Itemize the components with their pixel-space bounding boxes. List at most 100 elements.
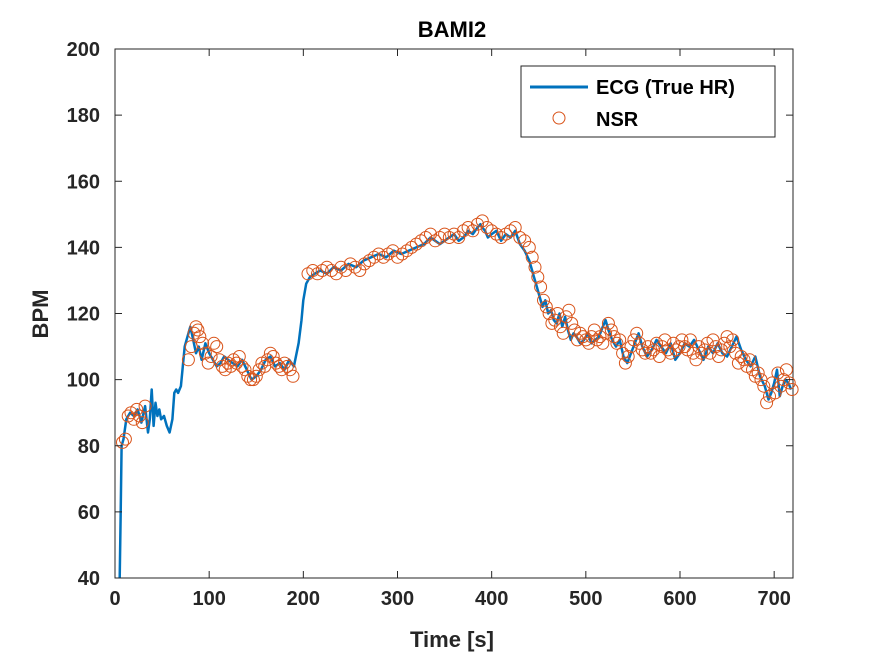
nsr-point: [675, 333, 689, 347]
y-tick-label: 180: [67, 105, 100, 127]
nsr-point: [442, 231, 456, 244]
nsr-point: [539, 300, 553, 314]
y-tick-label: 100: [67, 370, 100, 392]
nsr-point: [367, 250, 381, 264]
nsr-point: [419, 231, 433, 244]
y-tick-label: 140: [67, 237, 100, 259]
nsr-point: [191, 323, 205, 337]
nsr-point: [286, 369, 300, 383]
legend-label-ecg: ECG (True HR): [596, 77, 735, 99]
x-tick-label: 300: [381, 588, 414, 610]
nsr-point: [405, 240, 419, 254]
nsr-point: [658, 333, 672, 347]
series-line-ecg: [118, 222, 793, 579]
nsr-point: [283, 363, 297, 377]
nsr-point: [118, 432, 132, 446]
nsr-point: [726, 333, 740, 347]
nsr-point: [193, 330, 207, 344]
nsr-point: [414, 234, 428, 248]
nsr-point: [633, 336, 646, 350]
nsr-point: [133, 409, 146, 423]
nsr-point: [306, 264, 320, 277]
y-tick-label: 60: [78, 502, 100, 524]
nsr-point: [196, 336, 210, 350]
nsr-point: [513, 231, 527, 244]
y-tick-label: 200: [67, 39, 100, 61]
nsr-point: [456, 224, 470, 238]
nsr-point: [471, 217, 484, 231]
nsr-point: [358, 257, 371, 271]
nsr-point: [395, 247, 409, 261]
nsr-point: [266, 350, 280, 363]
nsr-point: [249, 369, 263, 383]
nsr-point: [494, 231, 508, 244]
nsr-point: [734, 350, 748, 363]
nsr-point: [669, 343, 683, 357]
nsr-point: [475, 214, 489, 228]
nsr-point: [757, 379, 771, 393]
nsr-point: [372, 247, 386, 261]
nsr-point: [672, 340, 686, 354]
nsr-point: [782, 376, 796, 390]
nsr-point: [433, 231, 447, 244]
nsr-point: [181, 353, 195, 367]
nsr-point: [504, 224, 517, 238]
nsr-point: [452, 231, 466, 244]
nsr-point: [386, 244, 400, 258]
nsr-point: [280, 359, 294, 373]
nsr-point: [610, 336, 624, 350]
x-tick-label: 0: [109, 588, 120, 610]
y-tick-label: 120: [67, 304, 100, 326]
nsr-point: [565, 316, 579, 330]
nsr-point: [232, 350, 246, 363]
nsr-point: [737, 353, 751, 367]
legend-box: [520, 65, 776, 138]
nsr-point: [409, 237, 423, 251]
y-tick-label: 80: [78, 436, 100, 458]
x-tick-label: 700: [757, 588, 790, 610]
nsr-point: [638, 346, 652, 360]
nsr-point: [348, 260, 362, 274]
chart-title: BAMI2: [418, 17, 486, 42]
nsr-point: [461, 221, 475, 234]
nsr-point: [381, 247, 395, 261]
nsr-point: [528, 260, 542, 274]
nsr-point: [246, 373, 260, 387]
tick-labels: 0 100 200 300 400 500 600 700 40 60 80 100 120 140 160…: [67, 39, 791, 610]
data-layer: [116, 214, 799, 579]
nsr-point: [428, 234, 442, 248]
nsr-point: [518, 234, 532, 248]
nsr-point: [499, 227, 513, 241]
nsr-point: [329, 267, 343, 281]
nsr-point: [301, 267, 315, 281]
nsr-point: [489, 227, 503, 241]
nsr-point: [604, 323, 618, 337]
nsr-point: [601, 316, 615, 330]
nsr-point: [621, 350, 635, 363]
nsr-point: [751, 366, 765, 380]
nsr-point: [714, 343, 728, 357]
nsr-point: [534, 280, 548, 294]
nsr-point: [116, 435, 129, 449]
nsr-point: [438, 227, 452, 241]
nsr-point: [311, 267, 324, 281]
nsr-point: [644, 346, 658, 360]
nsr-point: [712, 350, 726, 363]
nsr-point: [522, 240, 536, 254]
nsr-point: [562, 303, 576, 317]
x-tick-label: 500: [569, 588, 602, 610]
y-axis-title: BPM: [28, 290, 53, 339]
nsr-point: [618, 356, 632, 370]
nsr-point: [400, 244, 414, 258]
nsr-point: [424, 227, 437, 241]
nsr-point: [531, 270, 545, 284]
nsr-point: [320, 260, 334, 274]
legend: ECG (True HR) NSR: [520, 65, 776, 138]
nsr-point: [683, 333, 697, 347]
nsr-point: [743, 353, 757, 367]
axes-frame: [114, 48, 793, 579]
nsr-point: [545, 316, 559, 330]
nsr-point: [339, 264, 353, 277]
nsr-point: [447, 227, 461, 241]
